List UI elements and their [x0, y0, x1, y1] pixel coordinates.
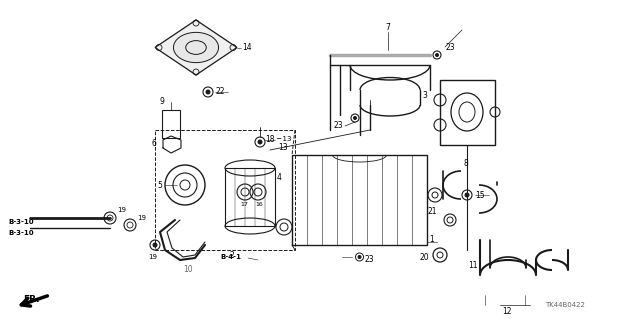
Text: 21: 21 — [428, 207, 438, 217]
Bar — [440, 80, 495, 145]
Circle shape — [258, 140, 262, 144]
Text: 20: 20 — [420, 254, 429, 263]
Text: 12: 12 — [502, 308, 511, 316]
Text: 19: 19 — [117, 207, 126, 213]
Text: 10: 10 — [183, 265, 193, 275]
Text: 6: 6 — [151, 139, 156, 149]
Text: 2: 2 — [230, 250, 235, 259]
Text: 19: 19 — [137, 215, 146, 221]
Text: 8: 8 — [463, 159, 468, 167]
Text: 11: 11 — [468, 261, 477, 270]
Circle shape — [206, 90, 210, 94]
Bar — [225, 168, 275, 226]
Text: B-4-1: B-4-1 — [220, 254, 241, 260]
Text: 5: 5 — [157, 181, 162, 189]
Circle shape — [358, 256, 361, 258]
Text: 23: 23 — [445, 42, 454, 51]
Text: 3: 3 — [422, 91, 427, 100]
Text: 1: 1 — [429, 235, 434, 244]
Text: 17: 17 — [240, 203, 248, 207]
Text: B-3-10: B-3-10 — [8, 230, 34, 236]
Bar — [162, 110, 180, 138]
Text: 23: 23 — [365, 255, 374, 263]
Circle shape — [353, 116, 356, 120]
Circle shape — [465, 193, 469, 197]
Bar — [155, 130, 295, 250]
Text: TK44B0422: TK44B0422 — [545, 302, 585, 308]
Polygon shape — [155, 20, 237, 75]
Text: B-3-10: B-3-10 — [8, 219, 34, 225]
Text: 4: 4 — [277, 174, 282, 182]
Text: 14: 14 — [242, 43, 252, 52]
Text: 23: 23 — [333, 122, 342, 130]
Circle shape — [153, 243, 157, 247]
Text: FR.: FR. — [23, 295, 40, 305]
Text: 22: 22 — [215, 87, 225, 97]
Text: ─ 13: ─ 13 — [276, 136, 291, 142]
Ellipse shape — [173, 32, 218, 63]
Text: 13: 13 — [278, 144, 287, 152]
Text: 15: 15 — [475, 190, 484, 199]
Text: 16: 16 — [255, 203, 263, 207]
Circle shape — [435, 54, 438, 56]
Text: 7: 7 — [385, 24, 390, 33]
Text: 19: 19 — [148, 254, 157, 260]
Text: 9: 9 — [160, 98, 165, 107]
Text: 18: 18 — [265, 136, 275, 145]
Bar — [292, 155, 427, 245]
